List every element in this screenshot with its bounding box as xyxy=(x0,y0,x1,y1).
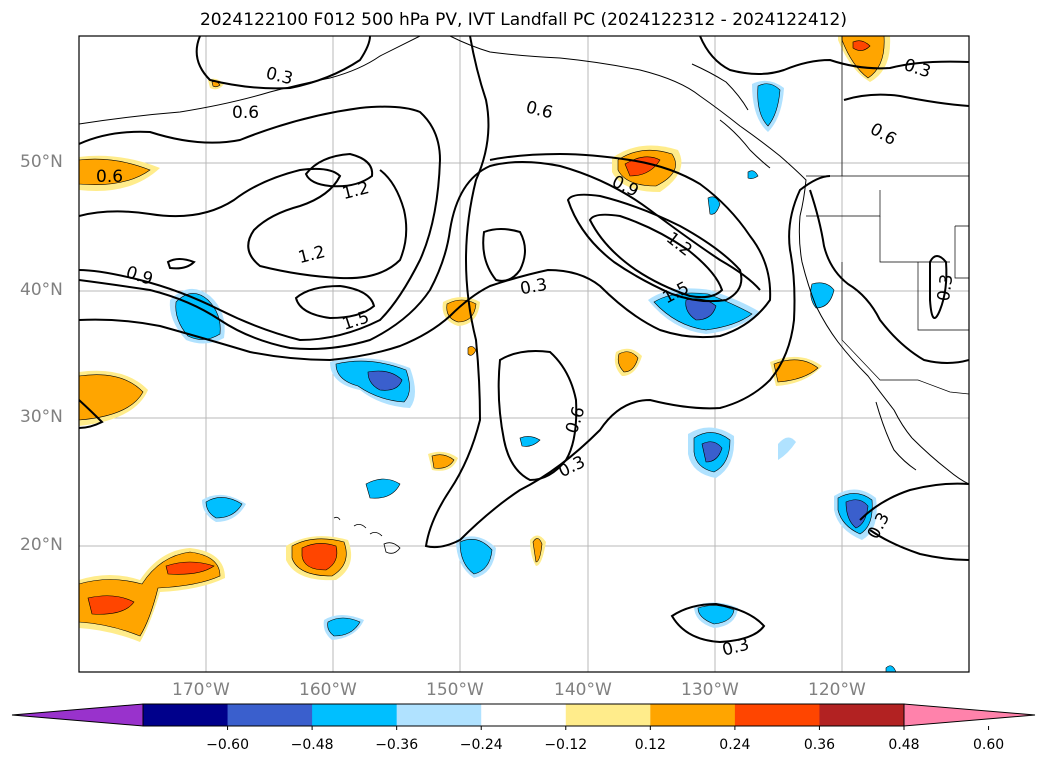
colorbar-tick-label: 0.12 xyxy=(634,737,666,753)
colorbar-swatch xyxy=(819,704,905,726)
hawaii-islands xyxy=(333,516,401,554)
contour-label: 0.6 xyxy=(232,103,259,123)
colorbar-tick-label: 0.48 xyxy=(888,737,920,753)
colorbar-swatch xyxy=(734,704,820,726)
colorbar-tick-label: 0.60 xyxy=(972,737,1005,753)
pv-contours xyxy=(79,36,969,644)
colorbar-tick-label: −0.24 xyxy=(459,737,503,753)
map-frame xyxy=(78,35,970,673)
colorbar-swatch xyxy=(143,704,229,726)
colorbar-extend-high xyxy=(903,703,1036,727)
lat-label-20: 20°N xyxy=(20,535,63,555)
lat-label-30: 30°N xyxy=(20,407,63,427)
colorbar-swatch xyxy=(565,704,651,726)
colorbar-tick-label: 0.36 xyxy=(803,737,836,753)
lat-label-40: 40°N xyxy=(20,280,63,300)
lon-label-140w: 140°W xyxy=(554,680,612,700)
colorbar-tick-label: −0.12 xyxy=(544,737,588,753)
colorbar-swatch xyxy=(312,704,398,726)
colorbar-swatch xyxy=(227,704,313,726)
colorbar-tick-label: −0.60 xyxy=(206,737,249,753)
colorbar-extend-low xyxy=(11,703,144,727)
state-borders xyxy=(806,36,969,395)
colorbar-tick-label: −0.48 xyxy=(290,737,334,753)
contour-label: 0.3 xyxy=(934,273,958,303)
lon-label-130w: 130°W xyxy=(681,680,739,700)
colorbar-swatch xyxy=(396,704,482,726)
colorbar-tick-label: 0.24 xyxy=(719,737,751,753)
lon-label-170w: 170°W xyxy=(172,680,230,700)
lon-label-120w: 120°W xyxy=(808,680,866,700)
contour-label: 0.6 xyxy=(96,167,123,187)
lon-label-160w: 160°W xyxy=(299,680,357,700)
colorbar-swatch xyxy=(650,704,736,726)
negative-ivt-patches xyxy=(169,80,897,672)
map-title: 2024122100 F012 500 hPa PV, IVT Landfall… xyxy=(199,10,847,30)
contour-label: 0.3 xyxy=(519,275,549,299)
coastlines xyxy=(79,36,969,485)
colorbar-tick-label: −0.36 xyxy=(375,737,419,753)
lat-label-50: 50°N xyxy=(20,152,63,172)
lon-label-150w: 150°W xyxy=(426,680,484,700)
colorbar-swatch xyxy=(481,704,567,726)
colorbar xyxy=(11,703,1036,730)
